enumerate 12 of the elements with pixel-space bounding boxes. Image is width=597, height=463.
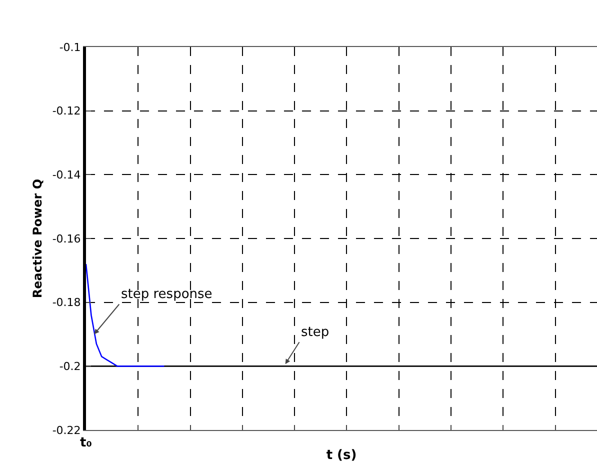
y-tick-label: -0.18 [52, 296, 81, 310]
y-tick-label: -0.22 [52, 424, 81, 437]
annotation: step [301, 325, 330, 340]
y-axis-title: Reactive Power Q [30, 178, 45, 298]
x-axis-title: t (s) [326, 448, 357, 463]
y-tick-label: -0.12 [52, 104, 81, 118]
y-tick-label: -0.14 [52, 168, 81, 182]
y-tick-label: -0.2 [59, 360, 81, 374]
y-tick-label: -0.1 [59, 40, 81, 54]
x-tick-label: t₀ [80, 436, 92, 451]
annotation: step response [121, 287, 212, 302]
y-tick-label: -0.16 [52, 232, 81, 246]
